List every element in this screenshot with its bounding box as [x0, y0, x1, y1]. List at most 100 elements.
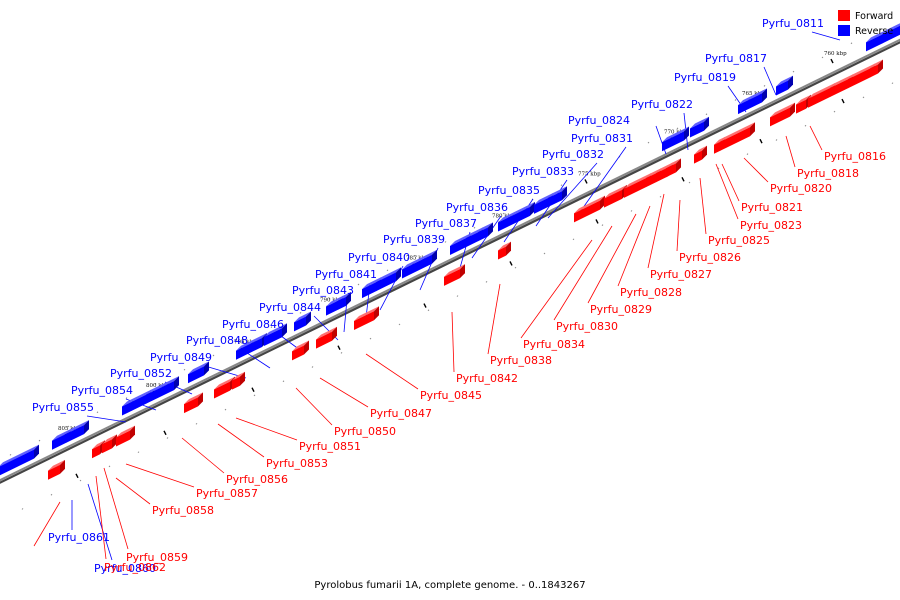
gene-block[interactable] [720, 122, 755, 151]
gene-label-reverse[interactable]: Pyrfu_0841 [315, 268, 377, 281]
gene-label-reverse[interactable]: Pyrfu_0849 [150, 351, 212, 364]
gene-label-reverse[interactable]: Pyrfu_0833 [512, 165, 574, 178]
gene-block[interactable] [498, 241, 511, 260]
gene-label-forward[interactable]: Pyrfu_0850 [334, 425, 396, 438]
gene-block[interactable] [48, 459, 65, 480]
gene-block[interactable] [444, 264, 465, 286]
gene-label-forward[interactable]: Pyrfu_0826 [679, 251, 741, 264]
gene-label-reverse[interactable]: Pyrfu_0836 [446, 201, 508, 214]
gene-label-forward[interactable]: Pyrfu_0859 [126, 551, 188, 564]
gene-block[interactable] [738, 88, 767, 115]
gene-label-forward[interactable]: Pyrfu_0820 [770, 182, 832, 195]
gene-label-forward[interactable]: Pyrfu_0838 [490, 354, 552, 367]
gene-block[interactable] [232, 371, 245, 390]
minor-tick [427, 309, 430, 312]
gene-label-reverse[interactable]: Pyrfu_0861 [48, 531, 110, 544]
gene-block[interactable] [66, 420, 89, 443]
gene-block[interactable] [116, 425, 135, 447]
gene-block[interactable] [188, 361, 209, 384]
gene-label-forward[interactable]: Pyrfu_0830 [556, 320, 618, 333]
gene-block[interactable] [498, 201, 535, 232]
gene-block[interactable] [662, 126, 689, 152]
gene-label-forward[interactable]: Pyrfu_0823 [740, 219, 802, 232]
gene-label-reverse[interactable]: Pyrfu_0852 [110, 367, 172, 380]
gene-block[interactable] [402, 249, 437, 279]
gene-block[interactable] [770, 102, 795, 127]
gene-label-reverse[interactable]: Pyrfu_0811 [762, 17, 824, 30]
gene-label-forward[interactable]: Pyrfu_0827 [650, 268, 712, 281]
gene-label-forward[interactable]: Pyrfu_0847 [370, 407, 432, 420]
gene-label-forward[interactable]: Pyrfu_0825 [708, 234, 770, 247]
gene-label-forward[interactable]: Pyrfu_0858 [152, 504, 214, 517]
gene-block[interactable] [292, 340, 309, 361]
gene-label-forward[interactable]: Pyrfu_0829 [590, 303, 652, 316]
gene-block[interactable] [694, 145, 707, 164]
gene-block[interactable] [0, 444, 39, 477]
gene-block[interactable] [316, 326, 337, 349]
leader-line-forward [103, 467, 129, 550]
minor-tick [357, 283, 360, 286]
gene-block-front [116, 430, 130, 447]
gene-label-reverse[interactable]: Pyrfu_0855 [32, 401, 94, 414]
gene-label-reverse[interactable]: Pyrfu_0822 [631, 98, 693, 111]
gene-block[interactable] [776, 75, 793, 96]
gene-block[interactable] [264, 323, 287, 347]
leader-line-forward [743, 157, 769, 183]
gene-label-forward[interactable]: Pyrfu_0828 [620, 286, 682, 299]
gene-block[interactable] [870, 59, 883, 78]
gene-label-reverse[interactable]: Pyrfu_0835 [478, 184, 540, 197]
gene-block-top [236, 333, 267, 351]
gene-block[interactable] [294, 311, 311, 332]
gene-block[interactable] [354, 306, 379, 330]
gene-label-reverse[interactable]: Pyrfu_0844 [259, 301, 321, 314]
gene-label-forward[interactable]: Pyrfu_0834 [523, 338, 585, 351]
gene-label-forward[interactable]: Pyrfu_0816 [824, 150, 886, 163]
gene-block[interactable] [102, 434, 117, 454]
gene-block-front [0, 449, 34, 476]
gene-label-reverse[interactable]: Pyrfu_0831 [571, 132, 633, 145]
gene-block[interactable] [690, 116, 709, 138]
gene-label-reverse[interactable]: Pyrfu_0846 [222, 318, 284, 331]
gene-block-side [790, 102, 795, 117]
gene-label-forward[interactable]: Pyrfu_0856 [226, 473, 288, 486]
gene-label-reverse[interactable]: Pyrfu_0817 [705, 52, 767, 65]
minor-tick [50, 493, 53, 496]
gene-block[interactable] [376, 267, 401, 292]
genome-caption: Pyrolobus fumarii 1A, complete genome. -… [314, 580, 585, 591]
gene-label-reverse[interactable]: Pyrfu_0832 [542, 148, 604, 161]
gene-label-forward[interactable]: Pyrfu_0842 [456, 372, 518, 385]
leader-line-forward [319, 377, 369, 408]
gene-block[interactable] [604, 184, 627, 208]
kbp-marker-label: 760 kbp [824, 51, 847, 57]
gene-label-reverse[interactable]: Pyrfu_0839 [383, 233, 445, 246]
gene-label-forward[interactable]: Pyrfu_0857 [196, 487, 258, 500]
gene-label-reverse[interactable]: Pyrfu_0843 [292, 284, 354, 297]
gene-block[interactable] [338, 291, 351, 310]
gene-block[interactable] [882, 21, 900, 44]
gene-label-forward[interactable]: Pyrfu_0853 [266, 457, 328, 470]
major-tick-lower [841, 98, 845, 104]
gene-label-reverse[interactable]: Pyrfu_0824 [568, 114, 630, 127]
gene-label-reverse[interactable]: Pyrfu_0819 [674, 71, 736, 84]
gene-label-forward[interactable]: Pyrfu_0818 [797, 167, 859, 180]
gene-label-reverse[interactable]: Pyrfu_0854 [71, 384, 133, 397]
gene-block[interactable] [214, 376, 235, 399]
gene-label-reverse[interactable]: Pyrfu_0860 [94, 562, 156, 575]
gene-block[interactable] [478, 222, 493, 242]
gene-block-top [466, 227, 483, 239]
gene-label-reverse[interactable]: Pyrfu_0848 [186, 334, 248, 347]
gene-label-forward[interactable]: Pyrfu_0821 [741, 201, 803, 214]
gene-label-reverse[interactable]: Pyrfu_0840 [348, 251, 410, 264]
gene-label-forward[interactable]: Pyrfu_0845 [420, 389, 482, 402]
gene-block[interactable] [548, 186, 567, 208]
gene-label-forward[interactable]: Pyrfu_0851 [299, 440, 361, 453]
leader-line-forward [295, 387, 333, 426]
gene-block[interactable] [666, 158, 681, 178]
gene-block[interactable] [184, 392, 203, 414]
gene-label-reverse[interactable]: Pyrfu_0837 [415, 217, 477, 230]
gene-block[interactable] [146, 376, 179, 404]
minor-tick [212, 354, 215, 357]
gene-block[interactable] [574, 195, 605, 223]
gene-label-forward[interactable]: Pyrfu_0862 [104, 561, 166, 574]
